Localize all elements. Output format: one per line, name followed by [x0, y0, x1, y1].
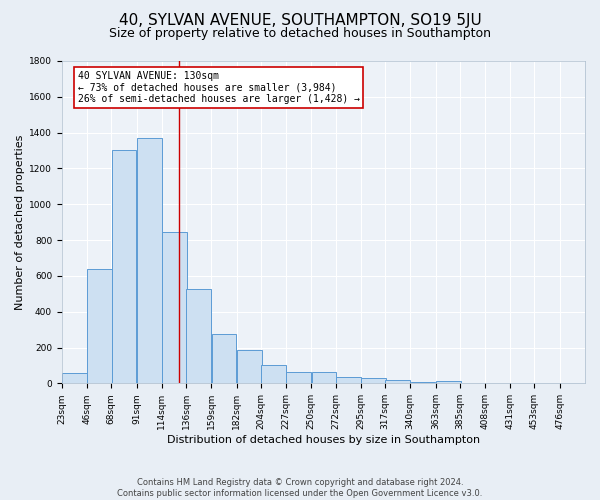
Bar	[361, 378, 386, 384]
Bar	[311, 372, 337, 384]
Bar	[286, 372, 311, 384]
Y-axis label: Number of detached properties: Number of detached properties	[15, 134, 25, 310]
Text: Contains HM Land Registry data © Crown copyright and database right 2024.
Contai: Contains HM Land Registry data © Crown c…	[118, 478, 482, 498]
Bar	[137, 138, 161, 384]
Bar	[261, 364, 286, 384]
Bar	[162, 232, 187, 384]
Bar	[237, 350, 262, 384]
Text: 40, SYLVAN AVENUE, SOUTHAMPTON, SO19 5JU: 40, SYLVAN AVENUE, SOUTHAMPTON, SO19 5JU	[119, 12, 481, 28]
Bar	[187, 290, 211, 384]
Bar	[212, 334, 236, 384]
X-axis label: Distribution of detached houses by size in Southampton: Distribution of detached houses by size …	[167, 435, 480, 445]
Bar	[88, 268, 112, 384]
Bar	[436, 381, 461, 384]
Text: 40 SYLVAN AVENUE: 130sqm
← 73% of detached houses are smaller (3,984)
26% of sem: 40 SYLVAN AVENUE: 130sqm ← 73% of detach…	[77, 70, 359, 104]
Bar	[385, 380, 410, 384]
Bar	[62, 374, 87, 384]
Bar	[112, 150, 136, 384]
Bar	[410, 382, 435, 384]
Text: Size of property relative to detached houses in Southampton: Size of property relative to detached ho…	[109, 28, 491, 40]
Bar	[336, 376, 361, 384]
